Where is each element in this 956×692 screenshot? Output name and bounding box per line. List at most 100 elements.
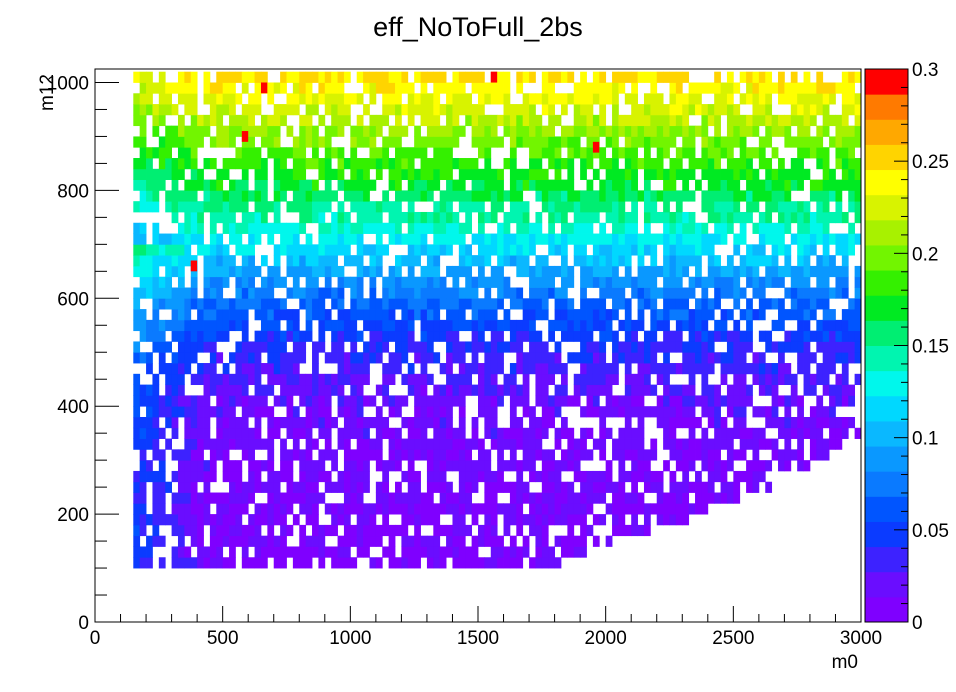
color-scale-label: 0.3 [912, 60, 938, 81]
heatmap-cell [356, 514, 364, 526]
heatmap-cell [190, 319, 198, 332]
heatmap-cell [490, 481, 498, 493]
heatmap-cell [152, 309, 160, 321]
heatmap-cell [554, 136, 562, 148]
heatmap-cell [612, 503, 619, 515]
heatmap-cell [478, 114, 485, 127]
heatmap-cell [363, 104, 370, 116]
heatmap-cell [778, 352, 785, 364]
heatmap-cell [675, 416, 683, 429]
heatmap-cell [803, 104, 811, 116]
heatmap-cell [139, 244, 147, 256]
heatmap-cell [695, 395, 702, 407]
heatmap-cell [318, 71, 326, 83]
heatmap-cell [165, 406, 172, 418]
heatmap-cell [369, 255, 377, 267]
heatmap-cell [471, 330, 479, 342]
heatmap-cell [254, 298, 262, 310]
heatmap-cell [829, 179, 836, 191]
heatmap-cell [465, 373, 473, 386]
heatmap-cell [222, 71, 230, 83]
heatmap-cell [420, 330, 428, 342]
heatmap-cell [758, 147, 766, 159]
heatmap-cell [254, 222, 262, 234]
heatmap-cell [197, 309, 204, 321]
heatmap-cell [701, 82, 709, 94]
heatmap-cell [752, 190, 760, 202]
heatmap-cell [605, 395, 613, 407]
heatmap-cell [235, 514, 243, 526]
heatmap-cell [535, 352, 543, 364]
heatmap-cell [618, 125, 626, 137]
heatmap-cell [560, 373, 568, 386]
heatmap-cell [784, 309, 792, 321]
heatmap-cell [216, 265, 224, 278]
heatmap-cell [401, 298, 409, 310]
heatmap-cell [739, 309, 747, 321]
heatmap-cell [599, 341, 607, 353]
heatmap-cell [592, 82, 600, 94]
heatmap-cell [139, 82, 147, 94]
heatmap-cell [395, 136, 402, 148]
heatmap-cell [478, 460, 485, 472]
heatmap-cell [337, 298, 345, 310]
heatmap-cell [784, 438, 792, 450]
heatmap-cell [637, 125, 645, 137]
heatmap-cell [675, 341, 683, 353]
heatmap-cell [292, 373, 300, 386]
heatmap-cell [222, 557, 230, 569]
heatmap-cell [350, 276, 358, 288]
heatmap-cell [573, 503, 581, 515]
heatmap-cell [739, 114, 747, 127]
heatmap-cell [216, 373, 224, 386]
heatmap-cell [292, 557, 300, 569]
heatmap-cell [784, 460, 792, 472]
heatmap-cell [458, 427, 466, 439]
heatmap-cell [663, 330, 670, 342]
heatmap-cell [733, 384, 741, 396]
heatmap-cell [209, 298, 217, 310]
heatmap-cell [318, 233, 326, 245]
heatmap-cell [592, 233, 600, 245]
heatmap-cell [203, 514, 211, 526]
heatmap-cell [835, 395, 843, 407]
heatmap-cell [682, 449, 690, 461]
heatmap-cell [388, 546, 396, 558]
heatmap-cell [369, 147, 377, 159]
heatmap-cell [554, 93, 562, 105]
heatmap-cell [165, 93, 172, 105]
heatmap-cell [375, 319, 383, 332]
heatmap-cell [375, 503, 383, 515]
heatmap-cell [688, 158, 696, 170]
heatmap-cell [388, 438, 396, 450]
heatmap-cell [420, 244, 428, 256]
heatmap-cell [612, 265, 619, 278]
heatmap-cell [535, 524, 543, 537]
heatmap-cell [458, 82, 466, 94]
heatmap-cell [439, 201, 447, 213]
heatmap-cell [267, 352, 275, 364]
heatmap-cell [229, 546, 236, 558]
heatmap-cell [631, 352, 638, 364]
heatmap-cell [541, 352, 549, 364]
heatmap-cell [695, 330, 702, 342]
heatmap-cell [682, 309, 690, 321]
heatmap-cell [669, 244, 677, 256]
heatmap-cell [631, 395, 638, 407]
heatmap-cell [216, 352, 224, 364]
heatmap-cell [669, 470, 677, 483]
heatmap-cell [522, 492, 530, 504]
heatmap-cell [758, 211, 766, 224]
heatmap-cell [752, 71, 760, 83]
heatmap-cell [829, 114, 836, 127]
heatmap-cell [835, 211, 843, 224]
heatmap-cell [746, 147, 753, 159]
heatmap-cell [350, 125, 358, 137]
heatmap-cell [841, 319, 849, 332]
heatmap-cell [688, 93, 696, 105]
heatmap-cell [816, 136, 824, 148]
heatmap-cell [395, 298, 402, 310]
heatmap-cell [733, 492, 741, 504]
heatmap-cell [235, 460, 243, 472]
heatmap-cell [612, 114, 619, 127]
